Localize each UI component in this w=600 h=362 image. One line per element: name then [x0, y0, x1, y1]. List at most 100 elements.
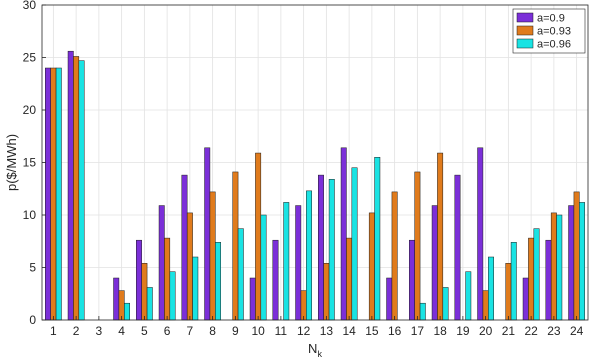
x-tick-label: 12	[297, 324, 311, 338]
bar-a=0.9-18	[431, 205, 438, 321]
y-tick-label: 25	[23, 51, 37, 65]
legend-swatch	[516, 25, 534, 36]
y-tick-label: 30	[23, 0, 37, 12]
bar-a=0.9-13	[318, 174, 324, 321]
bar-a=0.93-6	[164, 237, 171, 321]
x-tick-label: 1	[50, 324, 57, 338]
bar-a=0.93-17	[414, 171, 421, 321]
legend-swatch	[516, 38, 534, 49]
bar-a=0.9-2	[67, 50, 74, 321]
x-tick-label: 16	[388, 324, 402, 338]
bar-a=0.9-10	[249, 277, 256, 321]
bar-a=0.93-12	[300, 290, 307, 321]
x-tick-label: 3	[96, 324, 103, 338]
bar-a=0.93-1	[50, 67, 57, 321]
bar-a=0.9-23	[545, 239, 552, 321]
bar-a=0.93-18	[437, 152, 444, 321]
bar-a=0.96-11	[283, 202, 290, 321]
bar-a=0.9-22	[522, 277, 529, 321]
bar-a=0.93-2	[73, 56, 80, 321]
x-tick-label: 2	[73, 324, 80, 338]
bar-a=0.96-15	[374, 157, 381, 321]
bar-a=0.9-19	[454, 174, 461, 321]
y-tick-label: 10	[23, 208, 37, 222]
bar-a=0.96-14	[351, 167, 358, 321]
x-tick-label: 10	[251, 324, 265, 338]
x-tick-label: 23	[547, 324, 561, 338]
bar-a=0.93-13	[323, 263, 330, 321]
legend-entry: a=0.93	[537, 26, 571, 38]
y-tick-label: 0	[29, 313, 36, 327]
x-tick-label: 14	[342, 324, 356, 338]
bar-a=0.9-11	[272, 239, 279, 321]
bar-a=0.93-8	[209, 191, 216, 321]
bar-a=0.96-9	[237, 228, 244, 321]
bar-a=0.96-4	[124, 302, 130, 321]
bar-a=0.96-23	[556, 214, 563, 321]
x-tick-label: 5	[141, 324, 148, 338]
bar-a=0.96-18	[442, 287, 449, 321]
bar-a=0.93-5	[141, 263, 148, 321]
x-axis-label-subscript: k	[317, 349, 322, 359]
bar-a=0.93-9	[232, 171, 239, 321]
bar-a=0.93-16	[391, 191, 398, 321]
x-axis-label-main: N	[308, 341, 317, 356]
bar-a=0.93-7	[186, 212, 193, 321]
y-tick-label: 15	[23, 156, 37, 170]
bar-a=0.9-8	[204, 147, 211, 321]
bar-a=0.93-10	[255, 152, 262, 321]
x-tick-label: 6	[164, 324, 171, 338]
x-tick-label: 22	[524, 324, 538, 338]
bar-a=0.9-14	[340, 147, 347, 321]
x-tick-label: 17	[411, 324, 425, 338]
legend: a=0.9a=0.93a=0.96	[512, 8, 586, 54]
y-axis-label: p($/MWh)	[4, 134, 19, 191]
legend-swatch	[516, 12, 534, 23]
bar-a=0.93-15	[368, 212, 375, 321]
bar-a=0.9-16	[386, 277, 393, 321]
bar-a=0.93-23	[550, 212, 557, 321]
x-axis-label: Nk	[308, 341, 322, 359]
bar-a=0.9-7	[181, 174, 188, 321]
x-tick-label: 11	[275, 324, 288, 338]
x-tick-label: 20	[479, 324, 493, 338]
legend-entry: a=0.9	[537, 13, 565, 25]
x-tick-label: 24	[570, 324, 584, 338]
bar-a=0.96-1	[55, 67, 62, 321]
bar-a=0.96-24	[579, 202, 585, 321]
bar-a=0.96-12	[306, 190, 312, 321]
y-tick-label: 5	[29, 261, 36, 275]
bar-a=0.96-22	[533, 228, 540, 321]
bar-a=0.93-24	[573, 191, 580, 321]
legend-entry: a=0.96	[537, 39, 571, 51]
bar-layer	[45, 50, 585, 321]
bar-a=0.96-21	[510, 242, 517, 321]
bar-a=0.93-22	[528, 237, 535, 321]
bar-a=0.96-7	[192, 256, 199, 321]
bar-a=0.96-19	[465, 271, 472, 321]
x-tick-label: 18	[433, 324, 447, 338]
bar-a=0.9-17	[409, 239, 415, 321]
x-tick-label: 9	[232, 324, 239, 338]
x-tick-label: 15	[365, 324, 379, 338]
bar-a=0.9-12	[295, 205, 302, 321]
bar-a=0.9-6	[158, 205, 165, 321]
bar-a=0.96-2	[78, 60, 85, 321]
x-tick-label: 13	[320, 324, 334, 338]
bar-a=0.9-5	[136, 239, 142, 321]
bar-a=0.9-1	[45, 67, 51, 321]
bar-a=0.96-5	[146, 287, 153, 321]
bar-a=0.9-20	[477, 147, 484, 321]
y-tick-label: 20	[23, 103, 37, 117]
x-tick-label: 8	[209, 324, 216, 338]
bar-a=0.9-24	[568, 205, 575, 321]
bar-a=0.96-13	[328, 179, 335, 321]
bar-a=0.93-21	[505, 263, 512, 321]
x-tick-label: 7	[187, 324, 194, 338]
bar-a=0.96-8	[215, 242, 221, 321]
x-tick-label: 21	[502, 324, 516, 338]
bar-a=0.96-17	[419, 302, 426, 321]
bar-a=0.93-4	[118, 290, 125, 321]
